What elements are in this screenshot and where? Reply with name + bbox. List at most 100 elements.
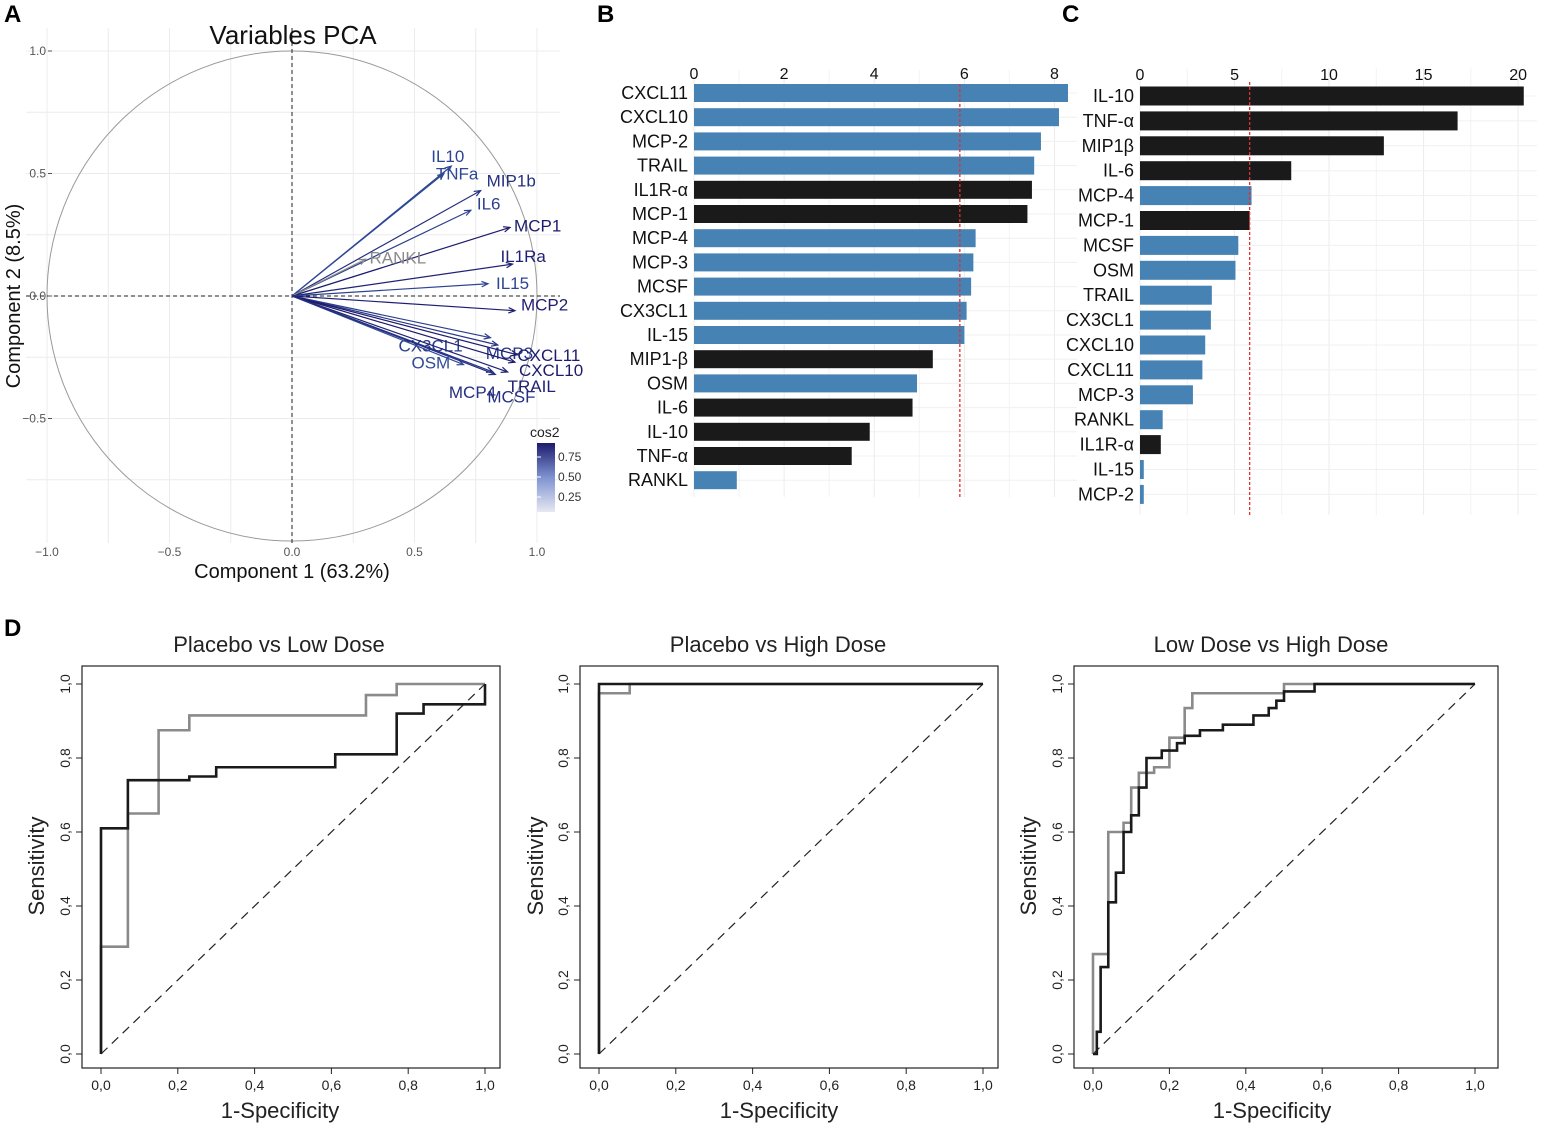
barC-bar [1140,310,1211,330]
barC-bar [1140,435,1161,455]
barC-category-label: CX3CL1 [1066,310,1134,330]
pca-y-ticks: −0.5 0.0 0.5 1.0 [22,44,52,426]
roc2-x-tick-label: 0,2 [666,1077,686,1093]
roc2-x-tick-label: 0,0 [589,1077,609,1093]
barB-x-tick-label: 4 [870,66,879,83]
barC-bar [1140,111,1458,131]
roc2-y-tick-label: 0,2 [555,970,571,990]
barC-category-label: CXCL11 [1067,360,1134,380]
barB-bar [694,398,913,417]
roc2-y-axis-title: Sensitivity [523,816,548,915]
barB-category-label: CXCL11 [621,83,688,103]
pca-vector-trail [291,295,508,373]
roc1-x-tick-label: 1,0 [475,1077,495,1093]
pca-vector-mcsf [291,295,496,375]
pca-arrowhead [503,226,512,233]
barB-category-label: IL-15 [647,325,688,345]
roc1-y-axis-title: Sensitivity [24,816,49,915]
barC-bar [1140,360,1203,380]
pca-x-tick-label: 0.5 [406,545,423,559]
roc1-y-tick-label: 0,0 [57,1044,73,1064]
roc2-title: Placebo vs High Dose [670,632,886,657]
roc3-y-tick-label: 1,0 [1049,674,1065,694]
cos2-legend: cos2 0.75 0.50 0.25 [530,424,582,512]
pca-arrowhead [488,369,497,376]
roc3-y-tick-label: 0,2 [1049,970,1065,990]
barC-category-label: MCP-2 [1078,484,1134,504]
barC-bar [1140,86,1524,106]
roc2-y-tick-label: 0,0 [555,1044,571,1064]
cos2-legend-tick-label: 0.50 [558,470,582,484]
pca-arrowhead [481,280,490,288]
panel-letter-a: A [4,1,21,28]
barB-category-label: OSM [647,373,688,393]
barB-bar [694,205,1028,223]
pca-vector-cxcl10 [291,295,516,363]
barC-category-label: MCP-1 [1078,211,1134,231]
roc3-y-axis-title: Sensitivity [1016,816,1041,915]
roc1-y-tick-label: 1,0 [57,674,73,694]
barB-category-label: IL-6 [657,398,688,418]
roc2-x-axis-title: 1-Specificity [720,1098,839,1123]
barC-x-tick-label: 10 [1320,67,1338,84]
pca-arrowhead [437,172,446,180]
barB-category-label: CXCL10 [620,107,688,127]
barC-bar [1140,335,1206,355]
barB-bar [694,471,737,490]
roc1-curve-gray [99,682,485,1054]
barB-x-tick-label: 8 [1050,66,1059,83]
barB-bar [694,277,972,296]
roc3-y-tick-label: 0,8 [1049,748,1065,768]
roc2-y-tick-label: 0,4 [555,896,571,916]
pca-label-mip1b: MIP1b [487,172,536,191]
pca-arrowhead [490,340,500,347]
pca-arrowhead [463,209,473,216]
pca-label-mcp3: MCP3 [486,344,533,363]
roc2-y-tick-label: 0,8 [555,748,571,768]
barC-x-tick-label: 0 [1136,67,1145,84]
roc2-frame [579,665,999,1069]
barB-category-label: MCP-4 [632,228,688,248]
roc3-y-tick-label: 0,6 [1049,822,1065,842]
pca-vector-cx3cl1 [291,295,491,339]
pca-arrowhead [473,189,482,197]
barC-bar [1140,410,1163,430]
barB-category-label: MCP-1 [632,204,688,224]
barB-category-label: IL1R-α [634,180,688,200]
barC-category-label: MCP-3 [1078,385,1134,405]
roc2-x-tick-label: 0,6 [820,1077,840,1093]
roc1-x-tick-label: 0,4 [245,1077,265,1093]
pca-label-mcsf: MCSF [487,387,535,406]
pca-y-tick-label: 0.0 [29,289,46,303]
barC-x-tick-label: 15 [1415,67,1433,84]
barB-x-tick-label: 6 [960,66,969,83]
pca-x-tick-label: 1.0 [529,545,546,559]
roc1-y-tick-label: 0,8 [57,748,73,768]
pca-vector-il1ra [291,263,513,297]
barC-bar [1140,186,1252,206]
barC-bar [1140,285,1212,305]
barC-category-label: IL-15 [1093,460,1134,480]
roc2-x-tick-label: 1,0 [973,1077,993,1093]
pca-label-il1ra: IL1Ra [501,247,547,266]
roc1-frame [81,665,501,1069]
roc1-x-tick-label: 0,2 [168,1077,188,1093]
roc2-x-tick-label: 0,4 [743,1077,763,1093]
pca-x-ticks: −1.0 −0.5 0.0 0.5 1.0 [35,545,546,559]
barB-bar [694,253,974,272]
barB-bar [694,374,918,393]
barC-bar [1140,385,1193,405]
cos2-legend-tick-label: 0.75 [558,450,582,464]
pca-label-tnfa: TNFa [436,165,479,184]
barB-bar [694,132,1041,151]
roc3-y-tick-label: 0,4 [1049,896,1065,916]
barC-bar [1140,260,1236,280]
barB-bar [694,108,1059,127]
barB-bar [694,422,870,441]
barC-bar [1140,460,1144,479]
pca-label-mcp2: MCP2 [521,296,568,315]
barB-bar [694,301,967,320]
barB-bar [694,84,1068,102]
pca-vector-rankl [291,258,366,297]
